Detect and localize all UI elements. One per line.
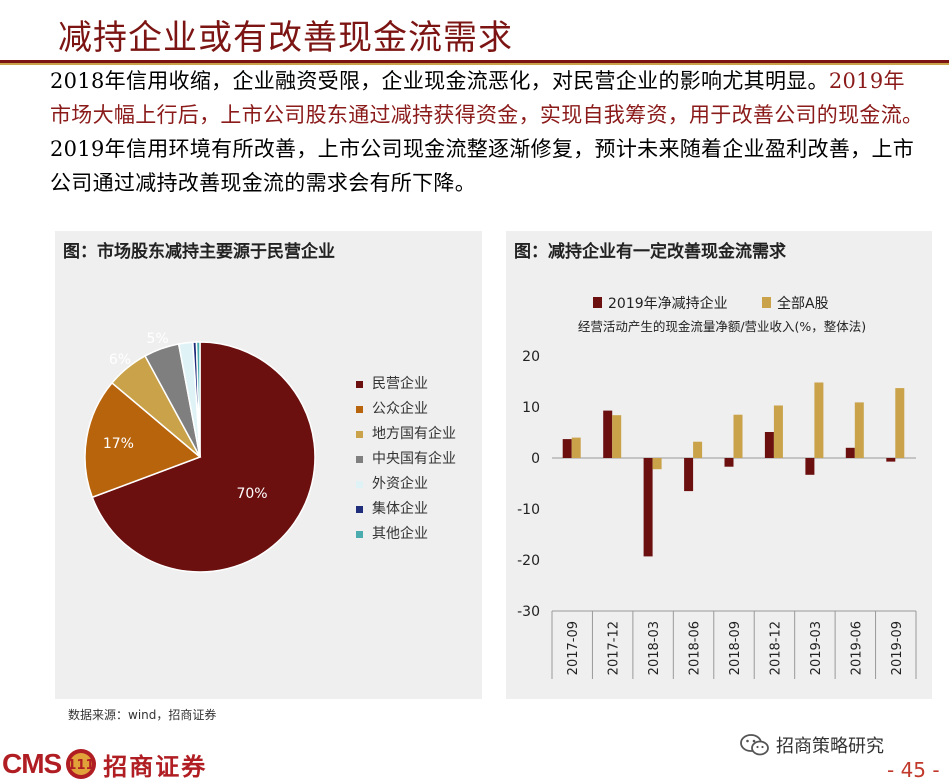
pie-chart: 70% 17% 6% 5% 民营企业公众企业地方国有企业中央国有企业外资企业集体企业其他… <box>84 331 456 573</box>
wechat-account-name: 招商策略研究 <box>776 736 884 757</box>
pie-legend-label-2: 地方国有企业 <box>372 425 456 442</box>
bar-s0-2017-12 <box>603 410 613 458</box>
x-tick-label: 2018-06 <box>688 621 703 675</box>
pie-legend-swatch-1 <box>356 406 363 413</box>
bar-s0-2019-09 <box>886 458 896 462</box>
pie-legend-swatch-5 <box>356 506 363 513</box>
x-tick-label: 2019-09 <box>890 621 905 675</box>
x-tick-label: 2017-12 <box>607 621 622 675</box>
x-tick-label: 2017-09 <box>566 621 581 675</box>
pie-legend-swatch-0 <box>356 381 363 388</box>
y-tick-label: 20 <box>522 349 540 365</box>
bar-s1-2018-12 <box>773 405 783 458</box>
x-tick-label: 2018-12 <box>768 621 783 675</box>
y-tick-label: -30 <box>517 604 540 620</box>
intro-paragraph: 2018年信用收缩，企业融资受限，企业现金流恶化，对民营企业的影响尤其明显。20… <box>50 64 925 200</box>
bar-s0-2018-09 <box>724 458 734 467</box>
bar-s1-2019-06 <box>854 402 864 458</box>
wechat-account: 招商策略研究 <box>740 732 884 758</box>
bar-legend-label-0: 2019年净减持企业 <box>608 295 728 312</box>
logo-text: CMS <box>2 748 62 779</box>
logo-badge-text: 111 <box>68 758 95 773</box>
bar-s0-2018-12 <box>764 432 774 458</box>
bar-s1-2018-06 <box>693 441 703 458</box>
bar-s1-2018-03 <box>652 458 662 470</box>
bar-s1-2017-09 <box>571 437 581 458</box>
logo-cn-text: 招商证券 <box>103 751 208 781</box>
page-title: 减持企业或有改善现金流需求 <box>58 18 513 58</box>
pie-chart-title: 图：市场股东减持主要源于民营企业 <box>63 242 335 262</box>
paragraph-part3: 2019年信用环境有所改善，上市公司现金流整逐渐修复，预计未来随着企业盈利改善，… <box>50 137 915 195</box>
logo-badge-icon: 111 <box>66 749 97 779</box>
data-source: 数据来源：wind，招商证券 <box>68 708 217 722</box>
pie-legend-swatch-4 <box>356 481 363 488</box>
bar-s0-2018-06 <box>684 458 694 492</box>
wechat-icon <box>740 734 769 756</box>
bar-s1-2018-09 <box>733 414 743 458</box>
bar-chart-title: 图：减持企业有一定改善现金流需求 <box>514 242 786 262</box>
pie-legend-swatch-2 <box>356 431 363 438</box>
pie-legend-swatch-6 <box>356 531 363 538</box>
y-tick-label: -10 <box>517 502 540 518</box>
bar-legend-swatch-0 <box>593 297 602 308</box>
pie-label-1: 17% <box>103 436 134 452</box>
bar-s0-2018-03 <box>643 458 653 557</box>
bar-s0-2019-06 <box>845 447 855 458</box>
pie-legend-label-0: 民营企业 <box>372 375 428 392</box>
x-tick-label: 2019-06 <box>849 621 864 675</box>
bar-s1-2017-12 <box>612 415 622 458</box>
bar-s1-2019-09 <box>895 388 905 458</box>
pie-slice-6 <box>195 341 201 458</box>
bar-s0-2017-09 <box>562 439 572 458</box>
pie-legend-label-6: 其他企业 <box>372 525 428 542</box>
x-tick-label: 2018-03 <box>647 621 662 675</box>
divider-dark <box>0 60 949 63</box>
bar-legend-label-1: 全部A股 <box>777 295 829 312</box>
bar-legend-swatch-1 <box>762 297 771 308</box>
pie-legend-label-5: 集体企业 <box>372 500 428 517</box>
x-tick-label: 2019-03 <box>809 621 824 675</box>
cms-logo: CMS 111 招商证券 <box>2 748 208 781</box>
pie-legend-label-4: 外资企业 <box>372 475 428 492</box>
y-tick-label: -20 <box>517 553 540 569</box>
bar-chart-panel: 图：减持企业有一定改善现金流需求 2019年净减持企业 全部A股经营活动产生的现金… <box>506 231 932 699</box>
pie-legend-label-1: 公众企业 <box>372 400 428 417</box>
x-tick-label: 2018-09 <box>728 621 743 675</box>
pie-legend-swatch-3 <box>356 456 363 463</box>
title-divider <box>0 60 949 65</box>
pie-label-3: 5% <box>146 331 168 347</box>
page-number: - 45 - <box>887 758 940 782</box>
pie-slice-0 <box>91 341 316 573</box>
pie-label-0: 70% <box>236 486 267 502</box>
bar-chart-subtitle: 经营活动产生的现金流量净额/营业收入(%，整体法) <box>578 319 866 334</box>
divider-light <box>0 63 949 65</box>
y-tick-label: 0 <box>531 451 540 467</box>
paragraph-part1: 2018年信用收缩，企业融资受限，企业现金流恶化，对民营企业的影响尤其明显。 <box>50 69 829 93</box>
y-tick-label: 10 <box>522 400 540 416</box>
pie-legend-label-3: 中央国有企业 <box>372 450 456 467</box>
pie-slice-1 <box>84 381 202 499</box>
pie-label-2: 6% <box>109 352 131 368</box>
bar-s1-2019-03 <box>814 382 824 458</box>
pie-chart-panel: 图：市场股东减持主要源于民营企业 70% 17% 6% 5% 民营企业公众企业地方国有企… <box>55 231 482 699</box>
bar-s0-2019-03 <box>805 458 815 475</box>
paragraph-highlight: 2019年市场大幅上行后，上市公司股东通过减持获得资金，实现自我筹资，用于改善公… <box>50 69 924 127</box>
